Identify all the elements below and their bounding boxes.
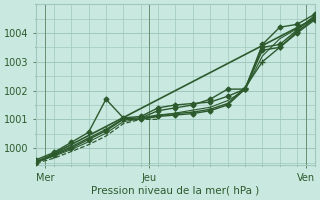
X-axis label: Pression niveau de la mer( hPa ): Pression niveau de la mer( hPa ) [91,186,260,196]
